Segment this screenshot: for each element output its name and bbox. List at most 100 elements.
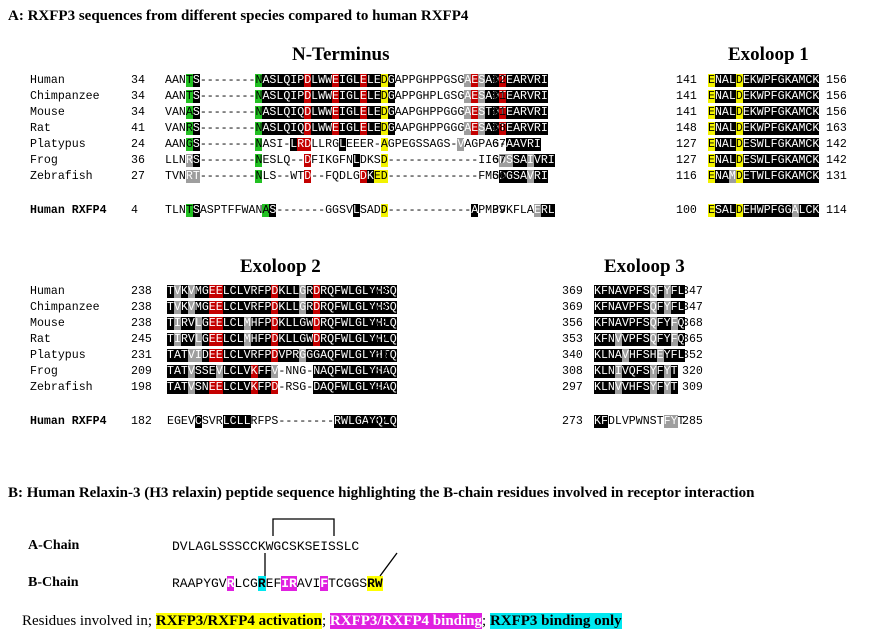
residue-run: D — [304, 90, 312, 103]
residue-run: RQFWLGLYHS — [320, 285, 390, 298]
end-position: 309 — [682, 381, 703, 394]
residue-run: E — [533, 204, 541, 217]
residue-run: AAPGHPPGGG — [394, 122, 465, 135]
residue-run: KFNA — [594, 317, 622, 330]
sequence: ENAMDETWLFGKAMCK — [708, 169, 826, 185]
residue-run: IGL — [339, 90, 360, 103]
residue-run: D — [271, 317, 279, 330]
sequence: KFNVVPFSQFYFQ — [594, 332, 685, 348]
residue-run: Y — [663, 301, 671, 314]
end-position: 142 — [826, 154, 847, 167]
residue-run: V — [187, 365, 195, 378]
residue-run: A — [380, 138, 388, 151]
end-position: 347 — [682, 301, 703, 314]
residue-run: D — [201, 349, 209, 362]
end-position: 365 — [682, 333, 703, 346]
residue-run: VPFS — [621, 317, 650, 330]
end-position: 228 — [367, 381, 388, 394]
residue-run: DA — [313, 381, 328, 394]
residue-run: V — [614, 333, 622, 346]
start-position: 127 — [676, 138, 697, 151]
residue-run: E — [359, 74, 367, 87]
residue-run: YF — [663, 349, 678, 362]
residue-run: G — [387, 122, 395, 135]
residue-run: KLL — [278, 317, 300, 330]
end-position: 39 — [492, 204, 506, 217]
residue-run: E — [708, 154, 715, 167]
residue-run: NAL — [714, 74, 736, 87]
start-position: 231 — [131, 349, 152, 362]
residue-run: --FQDLG — [311, 170, 360, 183]
residue-run: T — [677, 415, 685, 428]
residue-run: ARVRI — [513, 122, 548, 135]
sequence: TATVIDEELCLVRFPDVPRGGGAQFWLGLYHTQ — [167, 348, 397, 364]
sequence: ENALDEKWPFGKAMCK — [708, 105, 826, 121]
start-position: 148 — [676, 122, 697, 135]
residue-run: Y — [368, 415, 376, 428]
start-position: 238 — [131, 285, 152, 298]
sequence: KFNAVPFSQFYFL — [594, 300, 685, 316]
residue-run: VAN — [165, 122, 186, 135]
residue-run: N — [255, 74, 263, 87]
residue-run: N — [255, 90, 263, 103]
residue-run: IGL — [339, 122, 360, 135]
residue-run: V — [271, 365, 279, 378]
residue-run: E — [359, 122, 367, 135]
residue-run: ------------- — [387, 170, 479, 183]
residue-run: E — [506, 74, 514, 87]
residue-run: Q — [649, 333, 657, 346]
residue-run: WPFGKAMCK — [756, 106, 820, 119]
species-row: Chimpanzee 238 TVKVMGEELCLVRFPDKLLGRDRQFWL… — [30, 300, 397, 316]
b-chain-residue: TCGGS — [328, 576, 368, 591]
residue-run: S — [192, 90, 200, 103]
residue-run: WLFGKAMCK — [756, 170, 820, 183]
residue-run: TLN — [165, 204, 186, 217]
residue-run: WPFGKAMCK — [756, 74, 820, 87]
residue-run: E — [708, 170, 715, 183]
residue-run: A — [471, 204, 479, 217]
residue-run: V — [457, 138, 465, 151]
residue-run: ASPTFFWAN — [199, 204, 263, 217]
residue-run: E — [708, 74, 715, 87]
sequence: ENALDESWLFGKAMCK — [708, 137, 826, 153]
residue-run: LCK — [798, 204, 820, 217]
residue-run: ASLQIP — [262, 74, 305, 87]
residue-run: EEER- — [346, 138, 381, 151]
residue-run: SSE — [194, 365, 216, 378]
residue-run: WLG — [341, 415, 362, 428]
residue-run: WPFGKAMCK — [756, 122, 820, 135]
residue-run: C — [194, 415, 202, 428]
residue-run: R — [185, 170, 193, 183]
sequence: ENALDEKWPFGKAMCK — [708, 73, 826, 89]
end-position: 270 — [367, 317, 388, 330]
residue-run: ASLQIQ — [262, 106, 305, 119]
residue-run: A — [791, 204, 799, 217]
alignment-panel-exoloop3: 369 KFNAVPFSQFYFL347 369 KFNAVPFSQFYFL347 35… — [562, 284, 703, 430]
section-a-heading: A: RXFP3 sequences from different specie… — [8, 8, 469, 24]
residue-run: F — [663, 415, 671, 428]
residue-run: L — [339, 138, 347, 151]
end-position: 207 — [367, 415, 388, 428]
residue-run: S — [192, 74, 200, 87]
species-row: 308 KLNIVQFSYFYT 320 — [562, 364, 703, 380]
end-position: 156 — [826, 106, 847, 119]
residue-run: A — [185, 106, 193, 119]
residue-run: Y — [670, 415, 678, 428]
start-position: 24 — [131, 138, 145, 151]
species-row: Zebrafish 198 TATVSNEELCLVKFPD-RSG-DAQFWLG… — [30, 380, 397, 396]
residue-run: AGPAG- — [464, 138, 507, 151]
residue-run: HFSH — [628, 349, 657, 362]
residue-run: D — [380, 74, 388, 87]
species-row: Zebrafish 27 TVNRT--------NLS--WTD--FQDLGD… — [30, 169, 548, 185]
residue-run: ET — [742, 170, 757, 183]
start-position: 238 — [131, 317, 152, 330]
residue-run: ASLQIP — [262, 90, 305, 103]
alignment-panel-exoloop1: 141 ENALDEKWPFGKAMCK 156 141 ENALDEKWPFGKAMC… — [676, 73, 847, 219]
residue-run: RI — [533, 170, 548, 183]
species-label: Zebrafish — [30, 170, 93, 183]
residue-run: D — [304, 170, 312, 183]
residue-run: T — [185, 74, 193, 87]
residue-run: -RSG- — [278, 381, 314, 394]
residue-run: AD — [485, 74, 500, 87]
residue-run: NAL — [714, 106, 736, 119]
